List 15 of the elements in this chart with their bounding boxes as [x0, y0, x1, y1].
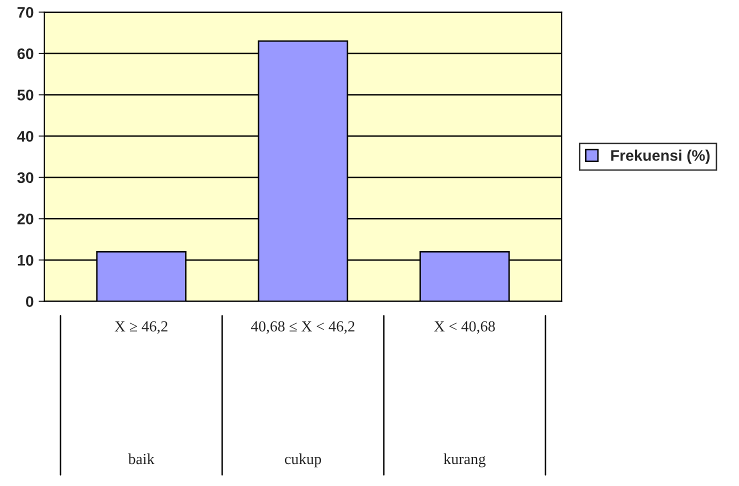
y-tick-label: 10 — [18, 254, 34, 266]
y-tick-label: 60 — [17, 48, 34, 60]
y-tick-label: 40 — [17, 130, 34, 142]
y-tick-label: 30 — [17, 172, 34, 184]
y-tick-label: 50 — [17, 90, 34, 100]
text: kurang — [444, 453, 486, 468]
x-tick-label: X ≥ 46,2 — [114, 321, 168, 334]
y-tick-label: 0 — [26, 296, 34, 308]
x-tick-label: X < 40,68 — [434, 321, 495, 334]
text: baik — [128, 453, 154, 464]
text: cukup — [284, 453, 322, 468]
legend-label: Frekuensi (%) — [611, 150, 710, 164]
y-tick-label: 70 — [18, 7, 34, 18]
x-tick-label: 40,68 ≤ X < 46,2 — [251, 321, 354, 334]
y-tick-label: 20 — [17, 214, 34, 224]
